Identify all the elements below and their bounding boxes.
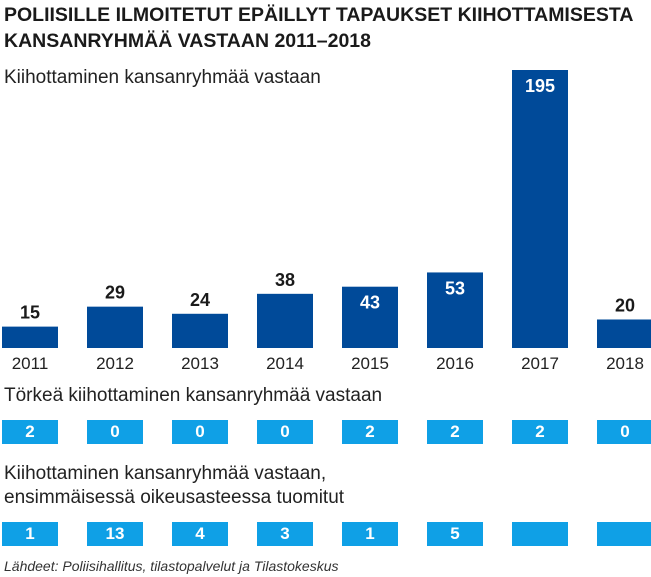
row-2-label-line-1: Kiihottaminen kansanryhmää vastaan, [4,463,327,484]
bar-2012 [87,306,143,348]
bar-2017 [512,70,568,348]
value-label-2016: 53 [445,278,465,298]
value-label-2013: 24 [190,290,210,310]
chart-subtitle: Kiihottaminen kansanryhmää vastaan [4,67,321,88]
x-tick-label-2012: 2012 [96,354,134,373]
row-1-cell-2015: 2 [342,420,398,444]
value-label-2015: 43 [360,293,380,313]
row-2-cell-2012: 13 [87,522,143,546]
value-label-2014: 38 [275,270,295,290]
value-label-2011: 15 [20,303,40,323]
x-tick-label-2017: 2017 [521,354,559,373]
row-2-cell-2017 [512,522,568,546]
value-label-2012: 29 [105,283,125,303]
row-2-cell-2015: 1 [342,522,398,546]
x-tick-label-2015: 2015 [351,354,389,373]
value-label-2018: 20 [615,295,635,315]
row-1-cell-2017: 2 [512,420,568,444]
row-1-cell-2014: 0 [257,420,313,444]
x-tick-label-2018: 2018 [606,354,644,373]
row-1-label: Törkeä kiihottaminen kansanryhmää vastaa… [4,385,383,406]
row-2-cell-2016: 5 [427,522,483,546]
row-1-cell-2012: 0 [87,420,143,444]
x-tick-label-2016: 2016 [436,354,474,373]
bar-2015 [342,286,398,348]
row-2-cell-2013: 4 [172,522,228,546]
bar-2011 [2,326,58,348]
row-1-cell-2011: 2 [2,420,58,444]
source-note: Lähdeet: Poliisihallitus, tilastopalvelu… [4,558,339,574]
row-1-cell-2013: 0 [172,420,228,444]
row-1-cell-2018: 0 [597,420,651,444]
x-tick-label-2014: 2014 [266,354,304,373]
row-2-cell-2018 [597,522,651,546]
row-2-cell-2011: 1 [2,522,58,546]
x-tick-label-2011: 2011 [12,354,49,373]
row-2-label-line-2: ensimmäisessä oikeusasteessa tuomitut [4,487,345,508]
bar-2018 [597,319,651,348]
chart-title: POLIISILLE ILMOITETUT EPÄILLYT TAPAUKSET… [4,4,633,52]
bar-2013 [172,313,228,348]
bar-2014 [257,293,313,348]
bar-2016 [427,272,483,348]
bar-chart: 15 2011 29 2012 24 2013 38 2014 43 2015 53 2016 195 2… [2,70,651,373]
value-label-2017: 195 [525,76,555,96]
x-tick-label-2013: 2013 [181,354,219,373]
row-2-cell-2014: 3 [257,522,313,546]
row-1-cell-2016: 2 [427,420,483,444]
